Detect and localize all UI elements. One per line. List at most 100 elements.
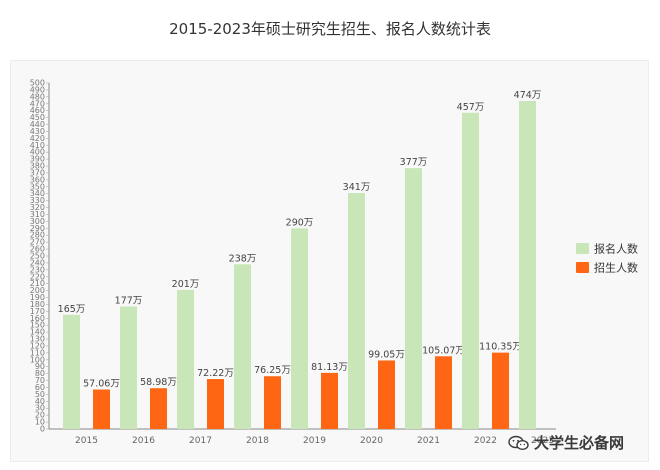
y-tick-label: 220 (30, 272, 45, 281)
y-tick-label: 330 (30, 196, 45, 205)
bar-registrations (63, 314, 80, 429)
data-label-registrations: 474万 (514, 90, 542, 101)
bar-enrollment (492, 352, 509, 429)
y-tick-label: 110 (30, 348, 45, 357)
data-label-registrations: 341万 (343, 182, 371, 193)
bar-registrations (405, 168, 422, 429)
y-tick-label: 80 (35, 369, 45, 378)
y-tick-label: 150 (30, 321, 45, 330)
bar-enrollment (321, 372, 338, 429)
bar-chart: 0102030405060708090100110120130140150160… (30, 79, 638, 447)
legend-swatch (576, 262, 589, 273)
x-tick-label: 2018 (246, 436, 269, 446)
data-label-enrollment: 81.13万 (311, 362, 348, 373)
bar-enrollment (207, 379, 224, 429)
watermark: 大学生必备网 (508, 432, 624, 453)
y-tick-label: 340 (30, 189, 45, 198)
y-tick-label: 390 (30, 155, 45, 164)
x-tick-label: 2019 (303, 436, 326, 446)
y-tick-label: 490 (30, 85, 45, 94)
data-label-registrations: 377万 (400, 157, 428, 168)
bar-registrations (519, 100, 536, 429)
data-label-enrollment: 58.98万 (140, 377, 177, 388)
bar-registrations (291, 228, 308, 429)
y-tick-label: 230 (30, 265, 45, 274)
y-tick-label: 170 (30, 307, 45, 316)
data-label-registrations: 238万 (229, 253, 257, 264)
y-tick-label: 500 (30, 79, 45, 88)
y-tick-label: 190 (30, 293, 45, 302)
wechat-icon (508, 435, 530, 451)
watermark-text: 大学生必备网 (534, 434, 625, 452)
x-tick-label: 2021 (417, 436, 440, 446)
bar-enrollment (150, 388, 167, 429)
y-tick-label: 40 (35, 397, 45, 406)
y-tick-label: 250 (30, 252, 45, 261)
y-tick-label: 380 (30, 162, 45, 171)
y-tick-label: 450 (30, 113, 45, 122)
data-label-registrations: 290万 (286, 217, 314, 228)
y-tick-label: 310 (30, 210, 45, 219)
data-label-enrollment: 57.06万 (83, 379, 120, 390)
bar-registrations (234, 264, 251, 429)
chart-title: 2015-2023年硕士研究生招生、报名人数统计表 (169, 20, 491, 38)
y-tick-label: 400 (30, 148, 45, 157)
x-tick-label: 2015 (75, 436, 98, 446)
y-tick-label: 200 (30, 286, 45, 295)
y-tick-label: 50 (35, 390, 45, 399)
y-tick-label: 360 (30, 175, 45, 184)
y-tick-label: 20 (35, 411, 45, 420)
data-label-registrations: 177万 (115, 296, 143, 307)
y-tick-label: 60 (35, 383, 45, 392)
bar-registrations (120, 306, 137, 429)
y-tick-label: 480 (30, 92, 45, 101)
y-tick-label: 120 (30, 341, 45, 350)
y-tick-label: 320 (30, 203, 45, 212)
y-tick-label: 10 (35, 418, 45, 427)
y-tick-label: 160 (30, 314, 45, 323)
y-tick-label: 440 (30, 120, 45, 129)
y-tick-label: 30 (35, 404, 45, 413)
data-label-registrations: 201万 (172, 279, 200, 290)
y-tick-label: 140 (30, 328, 45, 337)
y-tick-label: 240 (30, 258, 45, 267)
y-tick-label: 210 (30, 279, 45, 288)
data-label-enrollment: 76.25万 (254, 365, 291, 376)
y-tick-label: 300 (30, 217, 45, 226)
y-tick-label: 460 (30, 106, 45, 115)
data-label-enrollment: 99.05万 (368, 349, 405, 360)
bar-enrollment (435, 356, 452, 429)
data-label-registrations: 165万 (58, 304, 86, 315)
y-tick-label: 370 (30, 168, 45, 177)
y-tick-label: 270 (30, 238, 45, 247)
x-tick-label: 2020 (360, 436, 383, 446)
x-tick-label: 2022 (474, 436, 497, 446)
chart-area: 0 10 20 30 40 50 60 70 80 90 100 110 120 130 140 150 160… (10, 60, 649, 462)
legend-label: 报名人数 (594, 242, 638, 256)
legend-label: 招生人数 (594, 261, 638, 275)
y-tick-label: 180 (30, 300, 45, 309)
bar-registrations (348, 193, 365, 429)
data-label-enrollment: 110.35万 (479, 342, 522, 353)
y-tick-label: 70 (35, 376, 45, 385)
y-tick-label: 0 (40, 425, 45, 434)
data-label-enrollment: 72.22万 (197, 368, 234, 379)
y-tick-label: 290 (30, 224, 45, 233)
y-tick-label: 430 (30, 127, 45, 136)
y-tick-label: 420 (30, 134, 45, 143)
y-tick-label: 410 (30, 141, 45, 150)
y-tick-label: 90 (35, 362, 45, 371)
y-tick-label: 470 (30, 99, 45, 108)
y-tick-label: 130 (30, 335, 45, 344)
x-tick-label: 2023 (531, 436, 554, 446)
x-tick-label: 2017 (189, 436, 212, 446)
bar-registrations (177, 289, 194, 429)
bar-enrollment (93, 389, 110, 429)
y-tick-label: 260 (30, 245, 45, 254)
legend-swatch (576, 243, 589, 254)
bar-enrollment (378, 360, 395, 429)
data-label-registrations: 457万 (457, 102, 485, 113)
x-tick-label: 2016 (132, 436, 155, 446)
y-tick-label: 350 (30, 182, 45, 191)
data-label-enrollment: 105.07万 (422, 345, 465, 356)
